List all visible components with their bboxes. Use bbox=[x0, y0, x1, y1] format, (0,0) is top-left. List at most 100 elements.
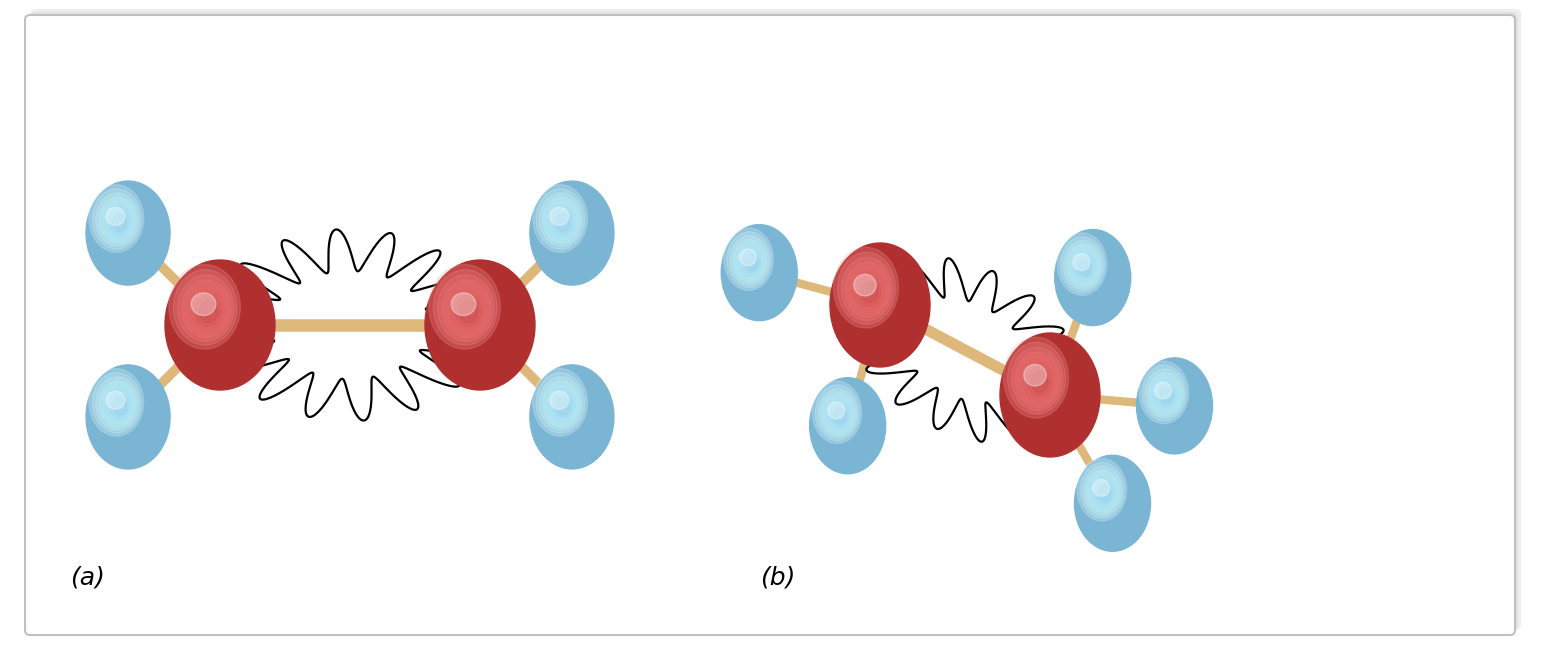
Ellipse shape bbox=[1157, 384, 1176, 407]
Ellipse shape bbox=[168, 264, 241, 349]
Ellipse shape bbox=[740, 249, 757, 266]
Ellipse shape bbox=[182, 280, 230, 338]
Ellipse shape bbox=[113, 213, 127, 231]
Ellipse shape bbox=[96, 193, 139, 246]
Ellipse shape bbox=[107, 391, 125, 410]
Ellipse shape bbox=[96, 377, 139, 430]
Ellipse shape bbox=[1078, 259, 1091, 275]
Ellipse shape bbox=[1142, 365, 1187, 421]
Ellipse shape bbox=[825, 396, 853, 432]
Ellipse shape bbox=[1066, 244, 1100, 287]
Ellipse shape bbox=[556, 213, 570, 231]
Ellipse shape bbox=[192, 293, 216, 315]
Ellipse shape bbox=[819, 389, 857, 438]
Ellipse shape bbox=[451, 290, 484, 330]
Ellipse shape bbox=[437, 275, 494, 341]
Ellipse shape bbox=[1072, 252, 1095, 281]
Ellipse shape bbox=[553, 210, 573, 234]
Ellipse shape bbox=[530, 365, 613, 469]
Ellipse shape bbox=[173, 270, 236, 345]
Ellipse shape bbox=[542, 197, 579, 243]
Ellipse shape bbox=[1031, 372, 1048, 393]
Ellipse shape bbox=[102, 201, 134, 240]
Ellipse shape bbox=[1154, 381, 1177, 410]
Ellipse shape bbox=[1154, 382, 1171, 399]
Ellipse shape bbox=[854, 274, 876, 296]
Ellipse shape bbox=[107, 207, 125, 226]
Ellipse shape bbox=[542, 381, 579, 427]
Ellipse shape bbox=[1151, 377, 1180, 412]
Ellipse shape bbox=[536, 189, 586, 249]
Ellipse shape bbox=[102, 385, 134, 424]
Ellipse shape bbox=[556, 397, 570, 415]
Ellipse shape bbox=[93, 373, 141, 433]
Ellipse shape bbox=[1160, 388, 1173, 404]
Ellipse shape bbox=[845, 262, 890, 317]
Ellipse shape bbox=[550, 207, 569, 226]
Ellipse shape bbox=[1012, 347, 1063, 411]
Ellipse shape bbox=[853, 272, 884, 310]
Ellipse shape bbox=[1063, 241, 1103, 290]
Ellipse shape bbox=[87, 181, 170, 285]
Ellipse shape bbox=[547, 201, 578, 240]
Ellipse shape bbox=[1057, 233, 1106, 295]
Ellipse shape bbox=[99, 381, 136, 427]
Ellipse shape bbox=[1077, 459, 1126, 521]
Ellipse shape bbox=[1074, 455, 1151, 551]
Ellipse shape bbox=[105, 389, 131, 421]
Ellipse shape bbox=[547, 385, 578, 424]
Ellipse shape bbox=[110, 393, 128, 418]
Ellipse shape bbox=[199, 301, 218, 322]
Ellipse shape bbox=[190, 290, 224, 330]
Ellipse shape bbox=[99, 197, 136, 243]
Ellipse shape bbox=[850, 267, 887, 313]
Ellipse shape bbox=[430, 264, 501, 349]
Ellipse shape bbox=[456, 295, 480, 326]
Ellipse shape bbox=[90, 368, 144, 436]
Ellipse shape bbox=[459, 301, 477, 322]
Ellipse shape bbox=[530, 181, 613, 285]
Ellipse shape bbox=[447, 285, 488, 334]
Ellipse shape bbox=[1139, 361, 1188, 424]
Ellipse shape bbox=[550, 389, 575, 421]
Ellipse shape bbox=[425, 260, 535, 390]
Ellipse shape bbox=[550, 391, 569, 410]
Ellipse shape bbox=[810, 378, 885, 473]
Text: (b): (b) bbox=[760, 566, 796, 590]
Ellipse shape bbox=[828, 400, 851, 430]
Ellipse shape bbox=[1072, 253, 1089, 271]
Ellipse shape bbox=[739, 247, 762, 277]
Ellipse shape bbox=[833, 247, 899, 328]
Ellipse shape bbox=[813, 381, 862, 444]
FancyBboxPatch shape bbox=[25, 15, 1516, 635]
Ellipse shape bbox=[1060, 237, 1105, 292]
Ellipse shape bbox=[1023, 362, 1054, 400]
Ellipse shape bbox=[1095, 481, 1114, 504]
Ellipse shape bbox=[830, 243, 930, 367]
Ellipse shape bbox=[822, 393, 854, 435]
Ellipse shape bbox=[165, 260, 275, 390]
Ellipse shape bbox=[725, 228, 774, 290]
Ellipse shape bbox=[195, 295, 221, 326]
Ellipse shape bbox=[1092, 479, 1109, 496]
Ellipse shape bbox=[178, 275, 233, 341]
Ellipse shape bbox=[837, 252, 896, 324]
Ellipse shape bbox=[1148, 373, 1182, 415]
Ellipse shape bbox=[828, 402, 845, 419]
Ellipse shape bbox=[1080, 462, 1125, 518]
Ellipse shape bbox=[722, 224, 797, 321]
Ellipse shape bbox=[87, 365, 170, 469]
Ellipse shape bbox=[539, 193, 582, 246]
Ellipse shape bbox=[728, 232, 771, 288]
Ellipse shape bbox=[539, 377, 582, 430]
Ellipse shape bbox=[1027, 367, 1051, 396]
Ellipse shape bbox=[1024, 364, 1046, 386]
Ellipse shape bbox=[451, 293, 476, 315]
Ellipse shape bbox=[833, 408, 847, 424]
Ellipse shape bbox=[857, 277, 881, 306]
Ellipse shape bbox=[732, 239, 766, 282]
Ellipse shape bbox=[842, 257, 893, 321]
Ellipse shape bbox=[729, 235, 769, 285]
Ellipse shape bbox=[1092, 478, 1115, 507]
Ellipse shape bbox=[550, 205, 575, 237]
